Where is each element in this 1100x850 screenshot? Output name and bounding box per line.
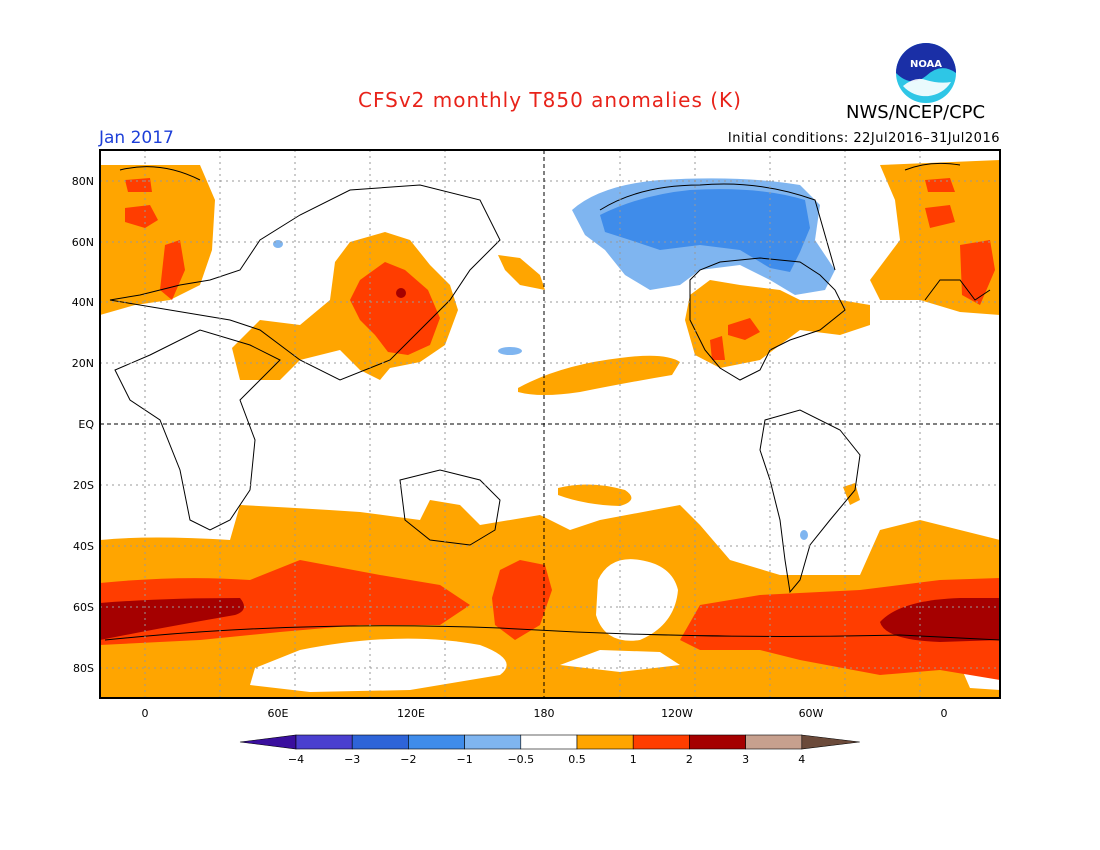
south-pacific-warm — [558, 484, 632, 506]
lon-label: 180 — [534, 707, 555, 720]
lat-label: 60N — [72, 236, 94, 249]
colorbar-label: 3 — [742, 753, 749, 766]
lat-label: EQ — [78, 418, 94, 431]
noaa-logo: NOAA — [896, 43, 956, 103]
tropical-pacific-warm — [518, 355, 680, 395]
asia-dark-core — [396, 288, 406, 298]
colorbar-label: −4 — [288, 753, 304, 766]
latitude-labels: 80N 60N 40N 20N EQ 20S 40S 60S 80S — [72, 175, 95, 675]
lon-label: 60E — [268, 707, 289, 720]
cold-spot-south-america — [800, 530, 808, 540]
colorbar-swatch — [632, 734, 690, 750]
lat-lon-grid — [100, 150, 1000, 698]
svg-text:NOAA: NOAA — [910, 59, 942, 70]
southern-red-band-nz — [492, 560, 552, 640]
colorbar-swatch — [576, 734, 634, 750]
colorbar-swatch — [351, 734, 409, 750]
colorbar-swatch — [745, 734, 803, 750]
colorbar-label: 4 — [798, 753, 805, 766]
map-title: CFSv2 monthly T850 anomalies (K) — [358, 88, 742, 112]
lon-label: 0 — [142, 707, 149, 720]
lon-label: 120E — [397, 707, 425, 720]
lat-label: 20S — [73, 479, 94, 492]
colorbar: −4 −3 −2 −1 −0.5 0.5 1 2 3 4 — [239, 734, 860, 766]
europe-red-left — [125, 178, 185, 300]
colorbar-label: −0.5 — [507, 753, 534, 766]
southern-white-gap-1 — [596, 559, 678, 641]
lat-label: 80N — [72, 175, 94, 188]
southern-red-band-west — [100, 560, 470, 645]
lat-label: 40N — [72, 296, 94, 309]
dark-red-core-east — [880, 598, 1000, 642]
asia-red-region — [350, 262, 440, 355]
colorbar-label: −1 — [456, 753, 472, 766]
cold-spot-asia — [273, 240, 283, 248]
lon-label: 120W — [661, 707, 693, 720]
colorbar-label: 1 — [630, 753, 637, 766]
longitude-labels: 0 60E 120E 180 120W 60W 0 — [142, 707, 948, 720]
colorbar-swatch — [408, 734, 465, 750]
europe-red-right — [925, 178, 995, 305]
lat-label: 40S — [73, 540, 94, 553]
north-america-red — [710, 318, 760, 360]
colorbar-label: −3 — [344, 753, 360, 766]
colorbar-swatch — [520, 734, 578, 750]
lon-label: 60W — [799, 707, 824, 720]
organization-label: NWS/NCEP/CPC — [846, 102, 986, 123]
cold-spot-pacific — [498, 347, 522, 355]
colorbar-swatch — [464, 734, 522, 750]
colorbar-label: 0.5 — [568, 753, 586, 766]
colorbar-label: −2 — [400, 753, 416, 766]
colorbar-arrow-low — [239, 734, 297, 750]
forecast-month: Jan 2017 — [99, 128, 174, 148]
initial-conditions: Initial conditions: 22Jul2016–31Jul2016 — [727, 131, 1000, 146]
lat-label: 20N — [72, 357, 94, 370]
cold-anomaly-core — [600, 189, 810, 272]
colorbar-arrow-high — [801, 734, 860, 750]
southern-white-gap-2 — [250, 638, 507, 692]
colorbar-swatch — [295, 734, 353, 750]
dark-red-core-west — [100, 598, 244, 640]
lon-label: 0 — [941, 707, 948, 720]
lat-label: 60S — [73, 601, 94, 614]
colorbar-label: 2 — [686, 753, 693, 766]
lat-label: 80S — [73, 662, 94, 675]
map-frame — [99, 149, 1001, 699]
kamchatka-warm — [498, 255, 545, 290]
europe-warm-left — [100, 165, 215, 315]
colorbar-swatch — [689, 734, 746, 750]
